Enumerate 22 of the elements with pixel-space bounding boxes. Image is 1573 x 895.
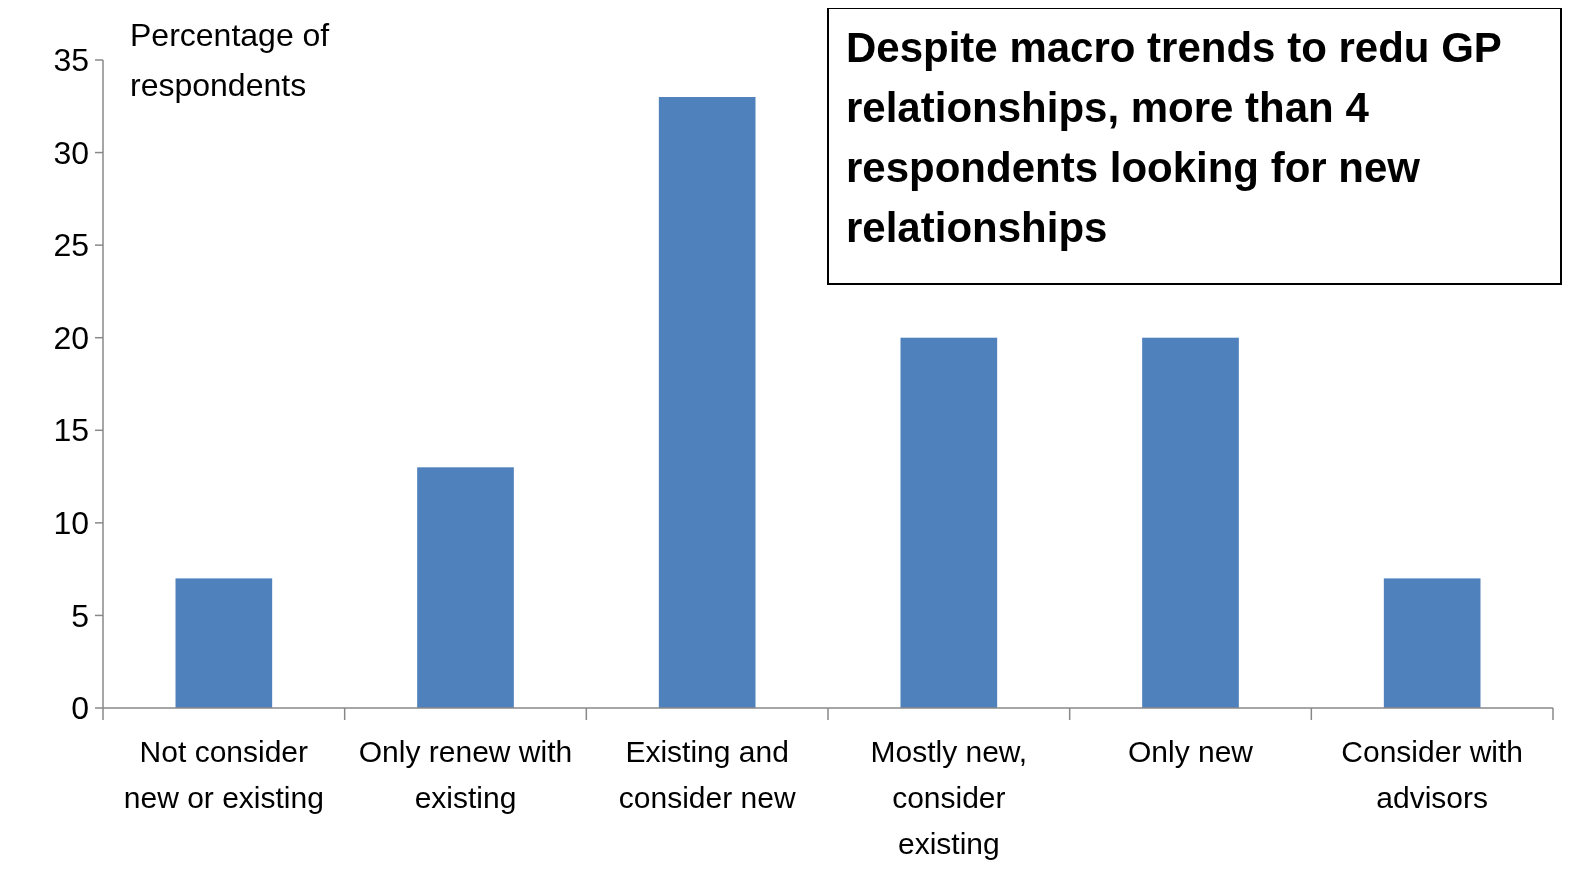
x-tick-label: Only renew with existing xyxy=(358,735,573,814)
y-tick-label: 30 xyxy=(53,134,89,171)
annotation: Despite macro trends to redu GP relationships, more than 4 respondents looking for new relationships xyxy=(846,24,1502,251)
bar xyxy=(658,97,756,708)
y-tick-label: 5 xyxy=(71,597,89,634)
x-tick-label: Existing and consider new xyxy=(618,735,796,814)
y-axis-title: Percentage of respondents xyxy=(130,17,330,103)
y-tick-label: 15 xyxy=(53,412,89,449)
y-tick-label: 35 xyxy=(53,42,89,79)
y-tick-label: 10 xyxy=(53,505,89,542)
bar xyxy=(1142,337,1239,708)
y-tick-label: 0 xyxy=(71,690,89,727)
y-tick-label: 25 xyxy=(53,227,89,264)
bar xyxy=(175,578,273,708)
x-tick-label: Only new xyxy=(1127,735,1254,768)
bar xyxy=(417,467,514,708)
bar xyxy=(900,337,998,708)
bar xyxy=(1383,578,1481,708)
y-tick-label: 20 xyxy=(53,319,89,356)
x-tick-label: Not consider new or existing xyxy=(123,735,324,814)
x-tick-label: Consider with advisors xyxy=(1341,735,1524,814)
x-tick-label: Mostly new, consider existing xyxy=(870,735,1028,860)
